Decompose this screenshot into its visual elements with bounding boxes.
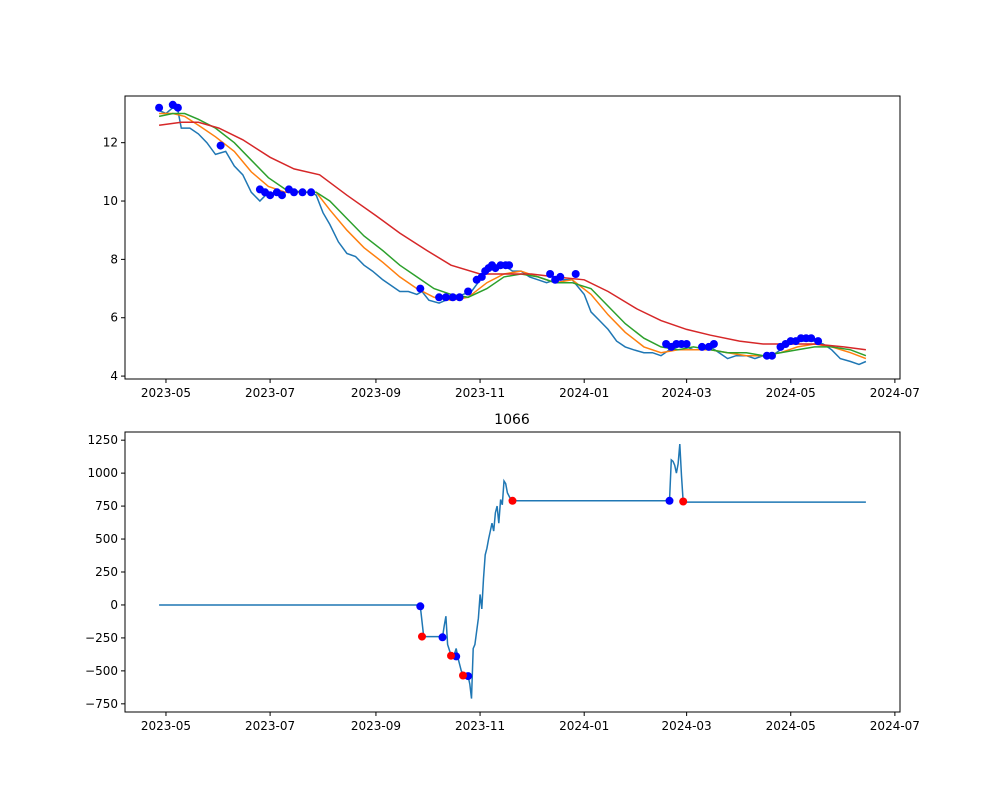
price-signal-marker: [464, 287, 473, 296]
position-sell-marker: [447, 651, 455, 660]
position-sell-marker: [418, 632, 426, 641]
price-signal-marker: [682, 340, 691, 348]
price-signal-marker: [709, 340, 718, 348]
price-signal-marker: [290, 188, 298, 197]
price-x-tick-label: 2023-11: [455, 386, 505, 400]
position-y-tick-label: 1250: [87, 433, 118, 447]
price-y-tick-label: 6: [110, 311, 118, 325]
position-sell-marker: [679, 497, 688, 506]
position-chart: 1066 2023-05 2023-07 2023-09 2023-11 2024-01…: [85, 412, 920, 733]
price-signal-marker: [698, 342, 706, 351]
price-signal-marker: [307, 188, 316, 197]
position-x-tick-label: 2023-09: [351, 719, 401, 733]
position-sell-marker: [459, 671, 467, 680]
position-y-tick-label: 0: [110, 598, 118, 612]
price-signal-marker: [441, 293, 450, 302]
position-buy-marker: [416, 602, 425, 611]
price-signal-marker: [455, 293, 464, 302]
position-x-tick-label: 2023-11: [455, 719, 505, 733]
price-plot-area: [155, 100, 867, 366]
price-signal-marker: [477, 272, 486, 281]
price-x-tick-label: 2024-07: [870, 386, 920, 400]
price-signal-marker: [571, 270, 580, 278]
price-y-axis: 4 6 8 10 12: [103, 136, 125, 383]
position-y-tick-label: 500: [95, 532, 118, 546]
price-x-tick-label: 2023-05: [141, 386, 191, 400]
position-y-tick-label: 750: [95, 499, 118, 513]
price-signal-marker: [278, 191, 286, 200]
price-signal-marker: [505, 261, 514, 270]
price-chart: 2023-05 2023-07 2023-09 2023-11 2024-01 2024-…: [103, 95, 920, 400]
price-signal-marker: [155, 103, 164, 112]
price-signal-marker: [416, 284, 425, 293]
price-x-tick-label: 2024-05: [766, 386, 816, 400]
price-y-tick-label: 4: [110, 369, 118, 383]
position-y-tick-label: −750: [85, 697, 118, 711]
price-chart-frame: [124, 95, 901, 380]
price-x-tick-label: 2024-01: [559, 386, 609, 400]
price-series-line-4: [159, 121, 866, 351]
position-y-tick-label: −500: [85, 664, 118, 678]
position-y-tick-label: 250: [95, 565, 118, 579]
price-series-line-3: [158, 112, 867, 357]
position-buy-marker: [665, 496, 674, 505]
price-y-tick-label: 12: [103, 136, 118, 150]
position-x-tick-label: 2024-05: [766, 719, 816, 733]
position-x-tick-label: 2024-07: [870, 719, 920, 733]
position-x-tick-label: 2023-07: [245, 719, 295, 733]
price-signal-marker: [814, 337, 823, 346]
position-x-tick-label: 2023-05: [141, 719, 191, 733]
price-signal-marker: [266, 191, 275, 200]
position-y-tick-label: 1000: [87, 466, 118, 480]
price-signal-marker: [435, 293, 444, 302]
price-x-tick-label: 2024-03: [662, 386, 712, 400]
price-x-axis: 2023-05 2023-07 2023-09 2023-11 2024-01 2024-…: [141, 379, 920, 400]
price-signal-marker: [546, 270, 555, 278]
price-signal-marker: [768, 351, 776, 360]
price-x-tick-label: 2023-07: [245, 386, 295, 400]
position-buy-marker: [438, 633, 447, 642]
position-chart-title: 1066: [494, 412, 530, 428]
position-x-tick-label: 2024-01: [559, 719, 609, 733]
price-signal-marker: [556, 272, 565, 281]
price-signal-marker: [807, 334, 816, 343]
position-x-axis: 2023-05 2023-07 2023-09 2023-11 2024-01 2024-…: [141, 712, 920, 733]
price-signal-marker: [298, 188, 307, 197]
price-signal-marker: [216, 141, 225, 150]
price-signal-marker: [448, 293, 457, 302]
price-y-tick-label: 10: [103, 194, 118, 208]
price-x-tick-label: 2023-09: [351, 386, 401, 400]
position-series-line-1: [159, 444, 866, 699]
position-y-axis: −750 −500 −250 0 250 500 750 1000 1250: [85, 433, 125, 711]
position-x-tick-label: 2024-03: [662, 719, 712, 733]
price-y-tick-label: 8: [110, 252, 118, 266]
price-signal-marker: [173, 103, 182, 112]
position-sell-marker: [508, 496, 517, 505]
position-y-tick-label: −250: [85, 631, 118, 645]
position-plot-area: [159, 444, 866, 699]
